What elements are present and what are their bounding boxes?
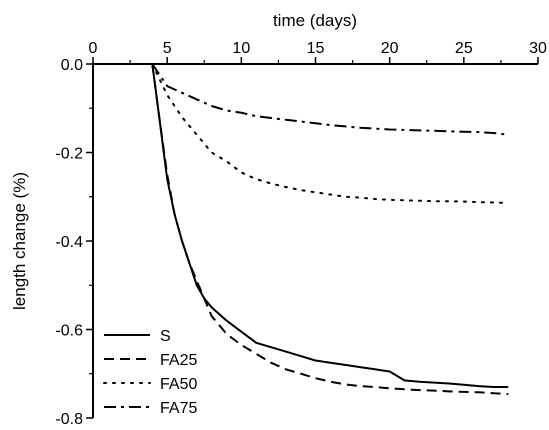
- x-tick-label-25: 25: [455, 40, 473, 57]
- y-axis-title: length change (%): [10, 172, 29, 310]
- y-tick-label-4: -0.8: [55, 411, 83, 428]
- series-line-fa50: [151, 63, 510, 204]
- x-tick-label-20: 20: [381, 40, 399, 57]
- legend-label-fa25: FA25: [160, 352, 197, 369]
- legend-label-fa75: FA75: [160, 400, 197, 417]
- series-line-fa25: [151, 63, 509, 396]
- series-line-s: [151, 63, 509, 388]
- legend-label-s: S: [160, 328, 171, 345]
- x-tick-label-30: 30: [529, 40, 547, 57]
- y-tick-label-0: 0.0: [61, 57, 83, 74]
- y-tick-label-1: -0.2: [55, 146, 83, 163]
- x-axis-title: time (days): [273, 11, 357, 30]
- legend: S FA25 FA50 FA75: [103, 328, 197, 417]
- x-tick-label-0: 0: [89, 40, 98, 57]
- legend-label-fa50: FA50: [160, 376, 197, 393]
- y-tick-label-3: -0.6: [55, 323, 83, 340]
- axes: 0 5 10 15 20 25 30 0.0 -0.2 -0.4 -0.6 -0.8: [55, 40, 547, 428]
- series-layer: [151, 63, 510, 396]
- y-tick-label-2: -0.4: [55, 234, 83, 251]
- x-tick-label-10: 10: [232, 40, 250, 57]
- x-tick-label-5: 5: [163, 40, 172, 57]
- x-tick-label-15: 15: [307, 40, 325, 57]
- series-line-fa75: [151, 63, 509, 136]
